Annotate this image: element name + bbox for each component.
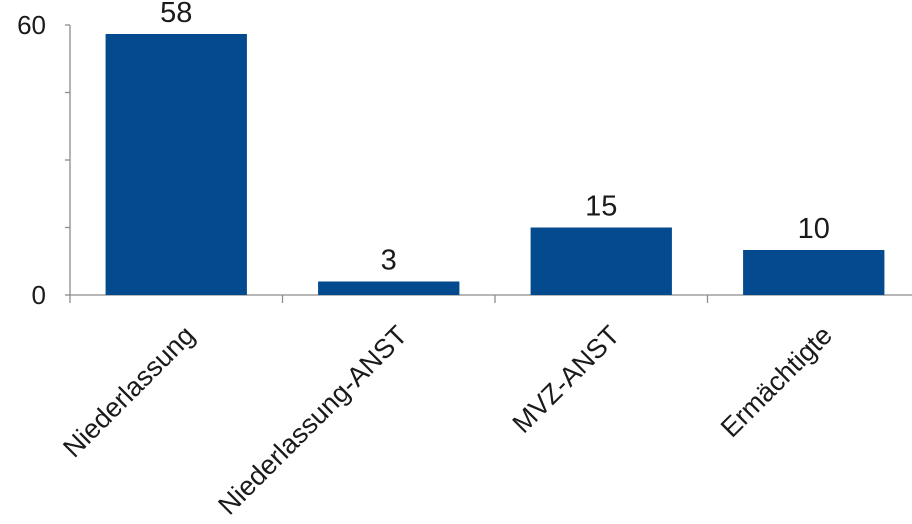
x-axis	[69, 294, 912, 303]
bar-erm-chtigte	[743, 250, 885, 295]
bar-niederlassung-anst	[318, 281, 460, 295]
data-label: 15	[585, 191, 617, 223]
bar-mvz-anst	[530, 227, 672, 295]
data-label: 10	[798, 213, 830, 245]
category-labels: Niederlassung Niederlassung-ANST MVZ-ANST E…	[57, 320, 838, 521]
category-label: MVZ-ANST	[507, 320, 626, 439]
data-labels: 58 3 15 10	[160, 0, 830, 277]
bar-niederlassung	[105, 34, 247, 295]
y-tick-label: 60	[17, 10, 46, 40]
data-label: 58	[160, 0, 192, 29]
category-label: Niederlassung	[57, 320, 200, 463]
y-axis: 0 60	[17, 10, 71, 310]
bars	[105, 34, 885, 295]
y-tick-label: 0	[32, 280, 46, 310]
data-label: 3	[381, 245, 397, 277]
category-label: Ermächtigte	[715, 320, 838, 443]
category-label: Niederlassung-ANST	[212, 320, 413, 521]
